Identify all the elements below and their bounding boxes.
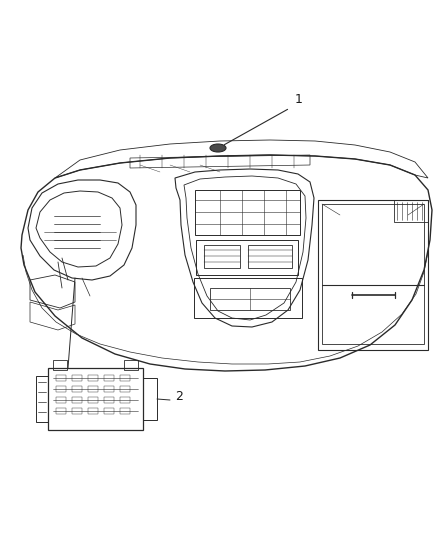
Bar xyxy=(120,397,130,403)
Bar xyxy=(53,360,67,370)
Bar xyxy=(72,397,82,403)
Bar xyxy=(104,397,114,403)
Bar xyxy=(56,386,66,392)
Bar xyxy=(88,386,98,392)
Bar xyxy=(56,375,66,381)
Ellipse shape xyxy=(210,144,226,152)
Bar xyxy=(124,360,138,370)
Bar xyxy=(88,397,98,403)
Bar xyxy=(72,408,82,414)
Bar xyxy=(120,408,130,414)
Bar xyxy=(48,368,143,430)
Bar xyxy=(56,408,66,414)
Bar xyxy=(72,386,82,392)
Bar xyxy=(88,375,98,381)
Bar xyxy=(104,375,114,381)
Bar xyxy=(120,375,130,381)
Bar xyxy=(88,408,98,414)
Bar xyxy=(104,386,114,392)
Bar xyxy=(120,386,130,392)
Text: 2: 2 xyxy=(175,390,183,403)
Bar xyxy=(72,375,82,381)
Bar xyxy=(56,397,66,403)
Text: 1: 1 xyxy=(295,93,303,106)
Bar xyxy=(104,408,114,414)
